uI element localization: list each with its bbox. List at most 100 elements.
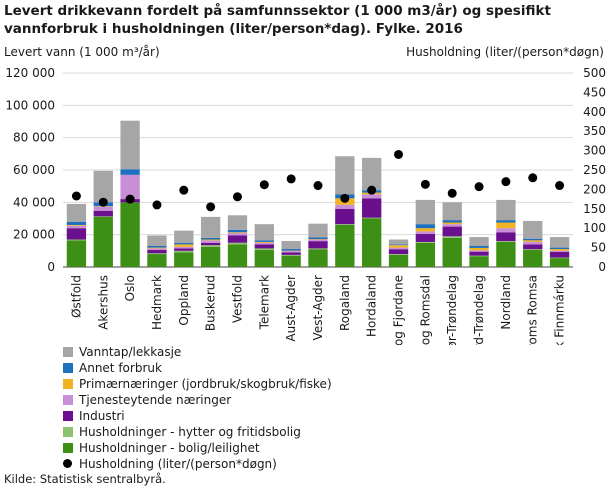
bar-segment-industri bbox=[335, 208, 355, 225]
bar-segment-tjeneste bbox=[308, 239, 328, 242]
legend-label-bolig: Husholdninger - bolig/leilighet bbox=[79, 441, 260, 455]
bar-segment-annet bbox=[388, 244, 409, 246]
bar-segment-bolig bbox=[200, 246, 221, 267]
category-label: Aust-Agder bbox=[284, 275, 298, 342]
bar-segment-vanntap bbox=[281, 240, 301, 250]
bar-segment-tjeneste bbox=[362, 194, 382, 199]
category-label: Vestfold bbox=[230, 275, 244, 323]
bar-segment-tjeneste bbox=[415, 231, 436, 234]
bar-segment-hytter bbox=[308, 248, 328, 250]
left-tick-labels: 0 20 000 40 000 60 000 80 000 100 000 120 000 bbox=[5, 66, 55, 274]
bar-segment-tjeneste bbox=[147, 248, 167, 251]
right-tick-label: 50 bbox=[591, 241, 606, 255]
bar-segment-industri bbox=[308, 241, 328, 249]
bar-segment-tjeneste bbox=[254, 242, 274, 245]
bar-segment-annet bbox=[227, 229, 248, 233]
bar-segment-annet bbox=[174, 242, 194, 245]
bar-segment-vanntap bbox=[388, 239, 409, 245]
bar-segment-bolig bbox=[549, 258, 570, 267]
bar-segment-bolig bbox=[66, 240, 87, 267]
bar-segment-vanntap bbox=[469, 237, 489, 246]
dot-point bbox=[420, 179, 430, 189]
right-tick-label: 150 bbox=[583, 202, 606, 216]
bar-segment-tjeneste bbox=[227, 233, 248, 236]
bar-segment-hytter bbox=[227, 242, 248, 245]
dot-point bbox=[394, 149, 404, 159]
bar-segment-annet bbox=[200, 237, 221, 240]
bar-segment-primaer bbox=[147, 247, 167, 249]
bar-segment-bolig bbox=[469, 256, 489, 267]
bar-segment-industri bbox=[496, 232, 516, 242]
left-tick-label: 20 000 bbox=[13, 228, 55, 242]
legend-swatch-primaer bbox=[63, 379, 73, 389]
bar-segment-vanntap bbox=[227, 215, 248, 230]
bar-segment-industri bbox=[281, 252, 301, 255]
dot-point bbox=[152, 200, 162, 210]
category-label: Buskerud bbox=[204, 275, 218, 331]
dot-point bbox=[259, 180, 269, 190]
bar-segment-hytter bbox=[335, 224, 355, 225]
bar-segment-bolig bbox=[120, 202, 140, 267]
dot-point bbox=[474, 182, 484, 192]
right-tick-label: 350 bbox=[583, 124, 606, 138]
bar-segment-primaer bbox=[388, 245, 409, 248]
bar-segment-bolig bbox=[281, 255, 301, 267]
dot-point bbox=[447, 188, 457, 198]
bar-segment-industri bbox=[147, 250, 167, 254]
bar-segment-vanntap bbox=[174, 230, 194, 243]
right-tick-labels: 0 50 100 150 200 250 300 350 400 450 500 bbox=[583, 66, 606, 274]
right-tick-label: 200 bbox=[583, 182, 606, 196]
bar-segment-tjeneste bbox=[66, 225, 87, 229]
bar-segment-primaer bbox=[469, 247, 489, 251]
legend-swatch-vanntap bbox=[63, 347, 73, 357]
bar-segment-tjeneste bbox=[442, 224, 462, 227]
bars bbox=[66, 120, 570, 267]
bar-segment-industri bbox=[442, 226, 462, 237]
bar-segment-tjeneste bbox=[469, 250, 489, 252]
bar-segment-bolig bbox=[308, 249, 328, 267]
bar-segment-bolig bbox=[254, 250, 274, 267]
category-label: Nordland bbox=[499, 275, 513, 330]
dot-point bbox=[125, 194, 135, 204]
legend-label-annet: Annet forbruk bbox=[79, 361, 162, 375]
bar-segment-bolig bbox=[93, 216, 113, 267]
bar-segment-annet bbox=[147, 245, 167, 248]
left-tick-label: 100 000 bbox=[5, 98, 55, 112]
dot-point bbox=[501, 177, 511, 187]
bar-segment-hytter bbox=[174, 250, 194, 253]
dot-point bbox=[340, 193, 350, 203]
left-axis-title: Levert vann (1 000 m³/år) bbox=[4, 45, 160, 59]
bar-segment-hytter bbox=[254, 248, 274, 251]
bar-segment-bolig bbox=[174, 252, 194, 267]
bar-segment-hytter bbox=[469, 255, 489, 257]
category-labels: Østfold Akershus Oslo Hedmark Oppland Buskeru… bbox=[69, 275, 566, 345]
chart-title: Levert drikkevann fordelt på samfunnssek… bbox=[4, 3, 551, 37]
category-label: Troms Romsa bbox=[526, 275, 540, 345]
category-label: Sogn og Fjordane bbox=[392, 275, 406, 345]
right-tick-label: 450 bbox=[583, 85, 606, 99]
bar-segment-vanntap bbox=[93, 170, 113, 203]
bar-segment-hytter bbox=[415, 241, 436, 243]
bar-segment-primaer bbox=[549, 249, 570, 251]
bar-segment-annet bbox=[254, 240, 274, 242]
bar-segment-primaer bbox=[496, 222, 516, 229]
bar-segment-vanntap bbox=[308, 223, 328, 238]
bar-segment-bolig bbox=[147, 254, 167, 267]
bar-segment-tjeneste bbox=[335, 204, 355, 209]
bar-segment-industri bbox=[254, 244, 274, 249]
left-tick-label: 60 000 bbox=[13, 163, 55, 177]
bar-segment-vanntap bbox=[254, 224, 274, 241]
bar-segment-annet bbox=[496, 220, 516, 223]
bar-segment-bolig bbox=[415, 242, 436, 267]
bar-segment-hytter bbox=[523, 249, 543, 251]
bar-segment-primaer bbox=[442, 222, 462, 225]
legend-label-primaer: Primærnæringer (jordbruk/skogbruk/fiske) bbox=[79, 377, 332, 391]
legend-label-dot: Husholdning (liter/(person*døgn) bbox=[79, 457, 277, 471]
bar-segment-industri bbox=[388, 249, 409, 255]
bar-segment-industri bbox=[227, 235, 248, 243]
legend-swatch-annet bbox=[63, 363, 73, 373]
bar-segment-tjeneste bbox=[174, 246, 194, 249]
bar-segment-tjeneste bbox=[523, 241, 543, 245]
bar-segment-primaer bbox=[200, 239, 221, 241]
right-tick-label: 0 bbox=[598, 260, 606, 274]
